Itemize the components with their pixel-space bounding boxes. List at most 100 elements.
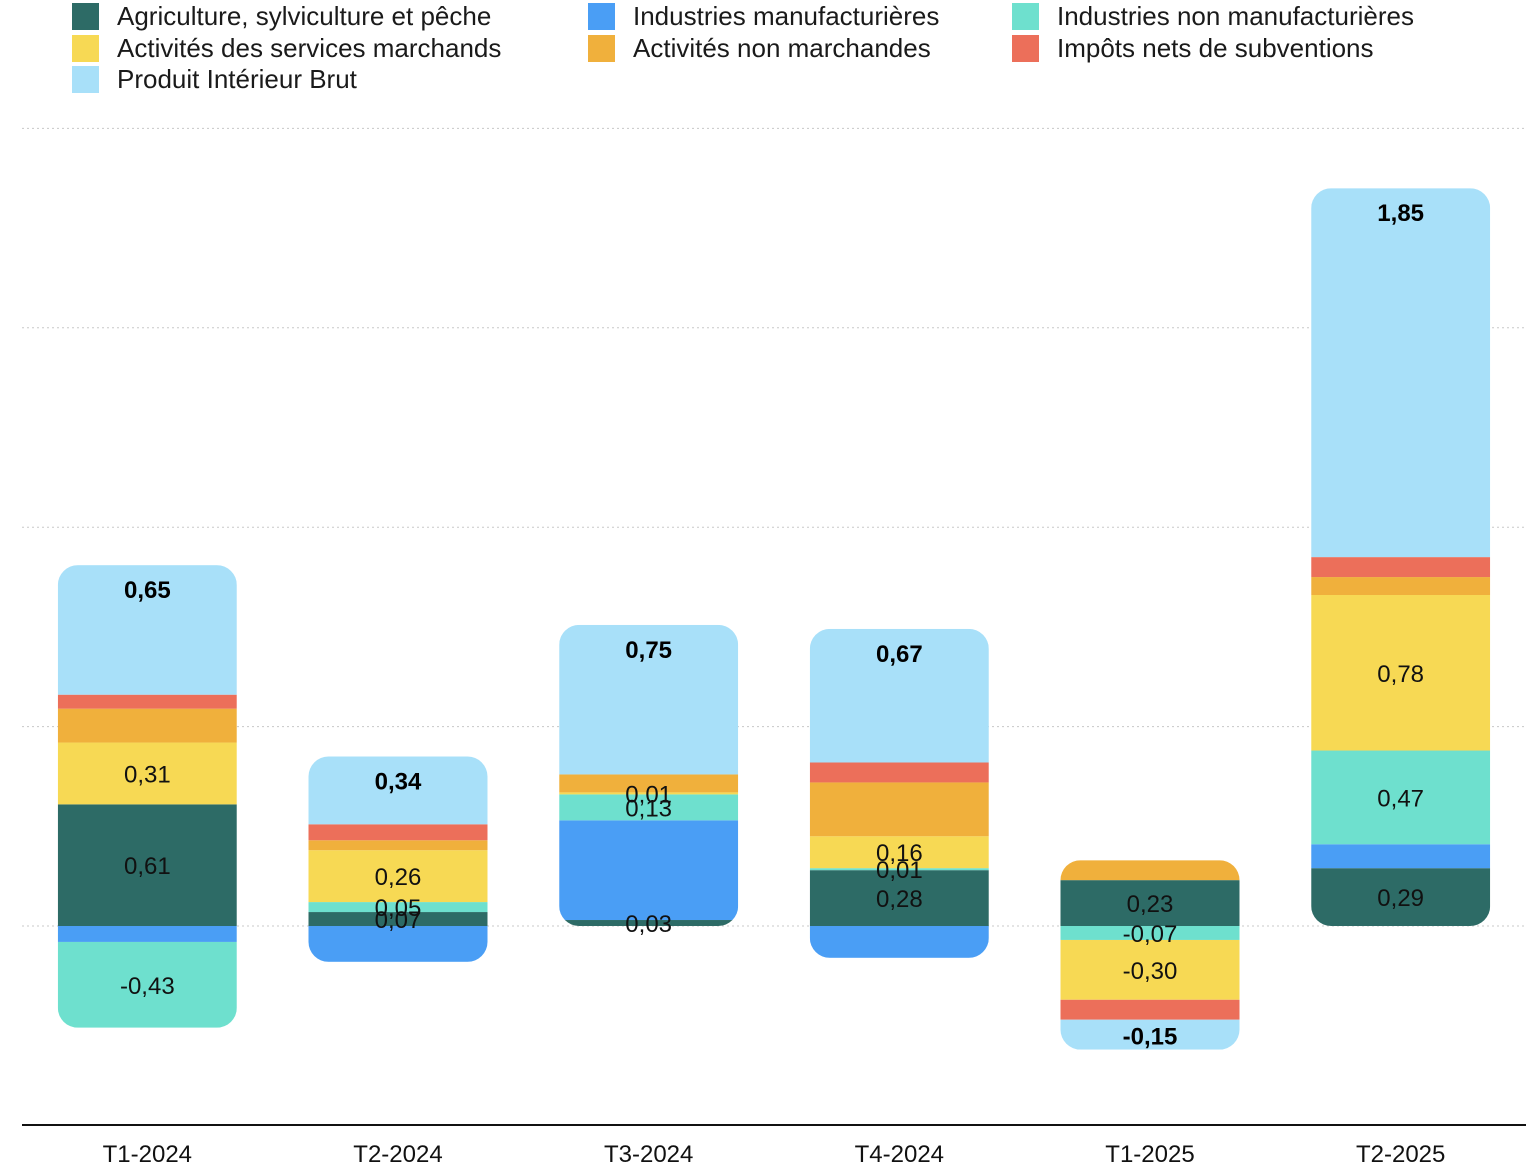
bar-segment bbox=[57, 742, 237, 805]
x-axis: T1-2024 T2-2024 T3-2024 T4-2024 T1-2025 T2-20… bbox=[22, 1124, 1526, 1168]
bar-segment bbox=[809, 762, 989, 783]
bar-segment-total bbox=[308, 756, 488, 825]
bar-stack bbox=[57, 565, 237, 1028]
data-label: 0,61 bbox=[124, 853, 171, 880]
x-tick-label: T1-2025 bbox=[1105, 1141, 1194, 1168]
legend-label-services-marchands: Activités des services marchands bbox=[117, 32, 502, 63]
bar-segment bbox=[1311, 577, 1491, 595]
legend-swatch-services-marchands bbox=[72, 34, 99, 62]
x-tick-label: T1-2024 bbox=[103, 1141, 192, 1168]
total-label: 0,75 bbox=[625, 637, 672, 664]
bars bbox=[57, 188, 1491, 1050]
total-label: 0,65 bbox=[124, 577, 171, 604]
legend-label-agriculture: Agriculture, sylviculture et pêche bbox=[117, 0, 492, 31]
bar-segment bbox=[57, 941, 237, 1028]
legend: Agriculture, sylviculture et pêche Indus… bbox=[72, 0, 1512, 96]
bar-segment bbox=[1311, 594, 1491, 751]
data-label: -0,30 bbox=[1123, 958, 1178, 985]
bar-segment bbox=[1060, 860, 1240, 881]
bar-segment bbox=[308, 824, 488, 841]
data-label: 0,78 bbox=[1377, 661, 1424, 688]
bar-stack bbox=[1060, 860, 1240, 1050]
bar-segment bbox=[809, 836, 989, 869]
bar-stack bbox=[809, 628, 989, 958]
bar-segment bbox=[1060, 880, 1240, 926]
legend-item-impots: Impôts nets de subventions bbox=[1012, 32, 1374, 64]
legend-item-non-marchandes: Activités non marchandes bbox=[588, 32, 931, 64]
bar-segment bbox=[308, 850, 488, 903]
data-label: 0,13 bbox=[625, 795, 672, 822]
bar-segment bbox=[308, 926, 488, 962]
bar-segment bbox=[308, 902, 488, 913]
bar-segment bbox=[57, 804, 237, 926]
bar-segment bbox=[1311, 557, 1491, 578]
bar-segment bbox=[559, 792, 739, 795]
bar-stack bbox=[1311, 188, 1491, 926]
bar-segment-total bbox=[1311, 188, 1491, 558]
bar-segment bbox=[809, 870, 989, 926]
legend-swatch-pib bbox=[72, 65, 99, 93]
bar-segment bbox=[1311, 750, 1491, 845]
bar-segment bbox=[559, 774, 739, 793]
legend-item-industries-manufacturieres: Industries manufacturières bbox=[588, 0, 939, 32]
legend-item-industries-non-manufacturieres: Industries non manufacturières bbox=[1012, 0, 1414, 32]
legend-item-services-marchands: Activités des services marchands bbox=[72, 32, 501, 64]
legend-swatch-agriculture bbox=[72, 2, 99, 30]
x-tick-label: T2-2025 bbox=[1356, 1141, 1445, 1168]
data-label: 0,16 bbox=[876, 840, 923, 867]
data-label: 0,03 bbox=[625, 911, 672, 938]
bar-segment bbox=[809, 926, 989, 958]
bar-segment bbox=[809, 868, 989, 871]
bar-stack bbox=[308, 756, 488, 962]
bar-segment-total bbox=[1060, 1019, 1240, 1050]
bar-segment bbox=[1060, 999, 1240, 1020]
data-label: 0,31 bbox=[124, 761, 171, 788]
data-label: -0,07 bbox=[1123, 921, 1178, 948]
data-label: 0,01 bbox=[625, 781, 672, 808]
data-label: 0,28 bbox=[876, 886, 923, 913]
legend-item-agriculture: Agriculture, sylviculture et pêche bbox=[72, 0, 491, 32]
bar-segment bbox=[1311, 844, 1491, 869]
data-label: 0,29 bbox=[1377, 885, 1424, 912]
bar-segment bbox=[57, 926, 237, 942]
bar-segment bbox=[559, 794, 739, 821]
legend-swatch-industries-non-manufacturieres bbox=[1012, 2, 1039, 30]
data-label: 0,23 bbox=[1127, 891, 1174, 918]
data-label: 0,01 bbox=[876, 857, 923, 884]
bar-segment-total bbox=[559, 624, 739, 775]
data-label: 0,26 bbox=[375, 864, 422, 891]
bar-stack bbox=[559, 624, 739, 926]
total-label: 0,34 bbox=[375, 769, 422, 796]
total-label: -0,15 bbox=[1123, 1024, 1178, 1051]
x-tick-label: T3-2024 bbox=[604, 1141, 693, 1168]
data-labels: 0,61 -0,43 0,31 0,65 0,070,05 0,26 0,34 0,03 0,1… bbox=[120, 200, 1424, 1050]
legend-label-impots: Impôts nets de subventions bbox=[1057, 32, 1374, 63]
legend-label-industries-non-manufacturieres: Industries non manufacturières bbox=[1057, 0, 1414, 31]
data-label: 0,47 bbox=[1377, 785, 1424, 812]
x-tick-label: T4-2024 bbox=[855, 1141, 944, 1168]
bar-segment-total bbox=[57, 565, 237, 695]
bar-segment bbox=[308, 840, 488, 851]
legend-label-industries-manufacturieres: Industries manufacturières bbox=[633, 0, 940, 31]
bar-segment-total bbox=[809, 628, 989, 763]
data-label: -0,43 bbox=[120, 973, 175, 1000]
bar-segment bbox=[57, 708, 237, 743]
bar-segment bbox=[809, 782, 989, 837]
legend-swatch-non-marchandes bbox=[588, 34, 615, 62]
bar-segment bbox=[1311, 868, 1491, 926]
gridlines bbox=[22, 127, 1526, 927]
legend-label-non-marchandes: Activités non marchandes bbox=[633, 32, 931, 63]
x-tick-label: T2-2024 bbox=[353, 1141, 442, 1168]
legend-label-pib: Produit Intérieur Brut bbox=[117, 63, 357, 94]
total-label: 1,85 bbox=[1377, 200, 1424, 227]
bar-segment bbox=[1060, 926, 1240, 940]
bar-segment bbox=[559, 920, 739, 926]
bar-segment bbox=[308, 912, 488, 926]
data-label: 0,07 bbox=[375, 907, 422, 934]
bar-segment bbox=[57, 694, 237, 709]
bar-segment bbox=[559, 820, 739, 921]
legend-swatch-industries-manufacturieres bbox=[588, 2, 615, 30]
total-label: 0,67 bbox=[876, 641, 923, 668]
data-label: 0,05 bbox=[375, 895, 422, 922]
